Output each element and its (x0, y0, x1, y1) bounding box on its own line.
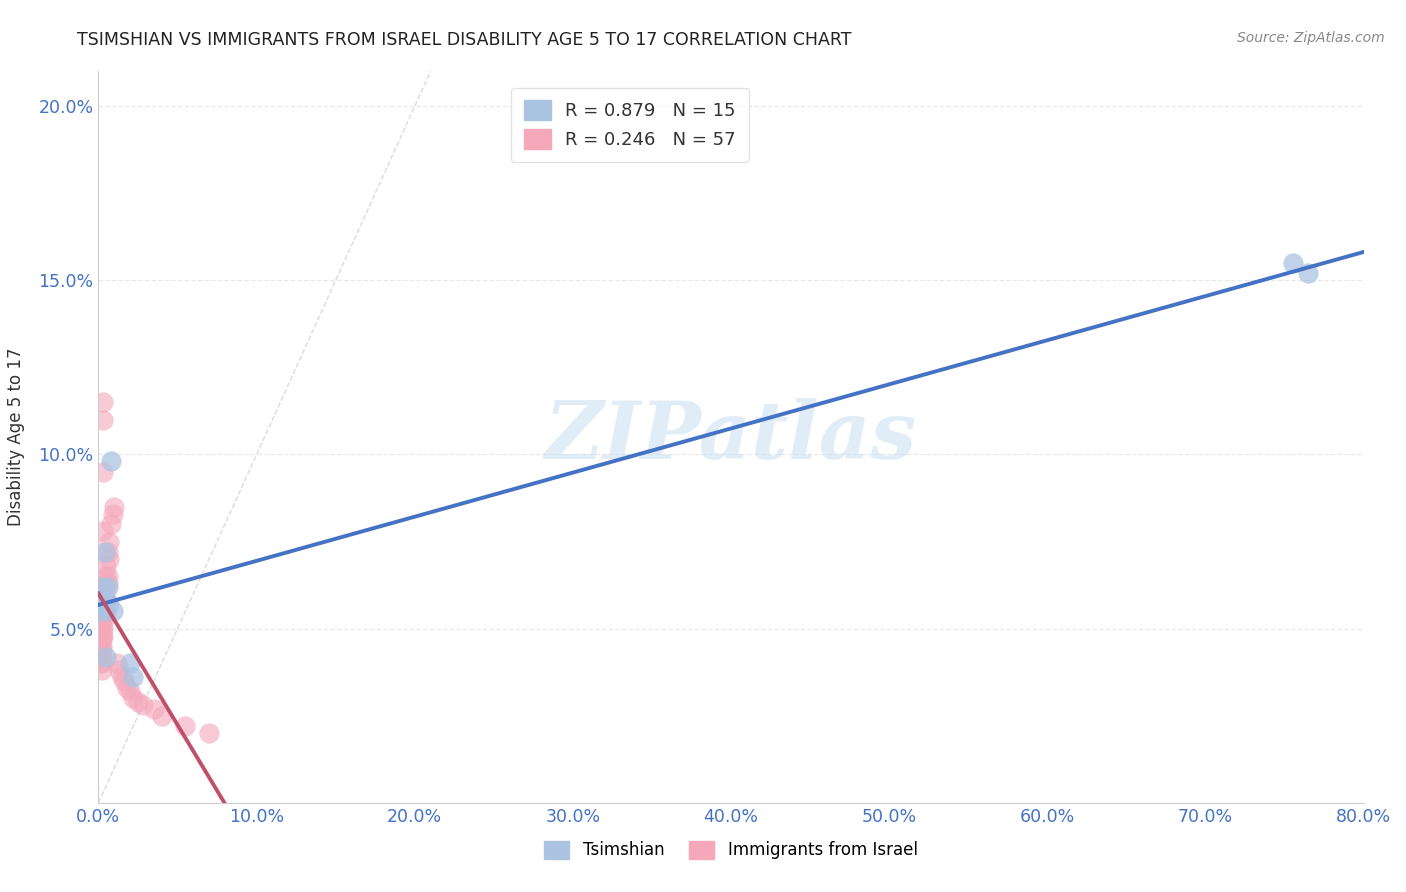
Y-axis label: Disability Age 5 to 17: Disability Age 5 to 17 (7, 348, 24, 526)
Point (90, 639, 112, 653)
Point (98, 552, 121, 566)
Point (91, 524, 114, 538)
Point (90, 607, 112, 622)
Point (93, 545, 117, 559)
Point (150, 708, 173, 723)
Point (91, 600, 114, 615)
Point (90, 657, 112, 671)
Point (91, 395, 114, 409)
Point (90, 664, 112, 678)
Point (97, 580, 120, 594)
Point (93, 594, 117, 608)
Point (96, 604, 118, 618)
Point (108, 664, 131, 678)
Point (90, 629, 112, 643)
Point (91, 607, 114, 622)
Point (142, 702, 165, 716)
Point (107, 657, 129, 671)
Point (89, 657, 111, 671)
Point (90, 632, 112, 646)
Point (97, 569, 120, 583)
Point (1281, 256, 1303, 270)
Point (93, 569, 117, 583)
Point (89, 646, 111, 660)
Point (89, 600, 111, 615)
Point (174, 719, 197, 733)
Point (89, 622, 111, 636)
Point (132, 698, 155, 713)
Point (90, 649, 112, 664)
Point (96, 649, 118, 664)
Point (100, 454, 122, 468)
Point (115, 681, 138, 695)
Point (127, 695, 149, 709)
Point (93, 580, 117, 594)
Point (91, 622, 114, 636)
Point (93, 604, 117, 618)
Text: Source: ZipAtlas.com: Source: ZipAtlas.com (1237, 31, 1385, 45)
Point (98, 597, 121, 611)
Point (112, 673, 135, 688)
Point (89, 629, 111, 643)
Point (103, 500, 125, 514)
Text: ZIPatlas: ZIPatlas (546, 399, 917, 475)
Point (91, 597, 114, 611)
Point (122, 670, 145, 684)
Point (198, 726, 221, 740)
Point (120, 684, 141, 698)
Point (97, 576, 120, 591)
Text: TSIMSHIAN VS IMMIGRANTS FROM ISRAEL DISABILITY AGE 5 TO 17 CORRELATION CHART: TSIMSHIAN VS IMMIGRANTS FROM ISRAEL DISA… (77, 31, 852, 49)
Legend: Tsimshian, Immigrants from Israel: Tsimshian, Immigrants from Israel (536, 832, 927, 868)
Point (120, 657, 141, 671)
Point (101, 604, 124, 618)
Point (97, 545, 120, 559)
Point (91, 465, 114, 479)
Point (122, 691, 145, 706)
Point (91, 629, 114, 643)
Point (98, 534, 121, 549)
Point (101, 507, 124, 521)
Point (1298, 266, 1320, 280)
Point (90, 615, 112, 629)
Point (96, 594, 118, 608)
Point (93, 600, 117, 615)
Point (91, 615, 114, 629)
Point (89, 632, 111, 646)
Point (91, 412, 114, 426)
Point (90, 642, 112, 657)
Point (91, 580, 114, 594)
Point (89, 635, 111, 649)
Point (96, 558, 118, 573)
Point (100, 517, 122, 532)
Point (89, 615, 111, 629)
Point (96, 594, 118, 608)
Point (96, 576, 118, 591)
Point (90, 604, 112, 618)
Point (90, 622, 112, 636)
Point (93, 587, 117, 601)
Point (111, 670, 134, 684)
